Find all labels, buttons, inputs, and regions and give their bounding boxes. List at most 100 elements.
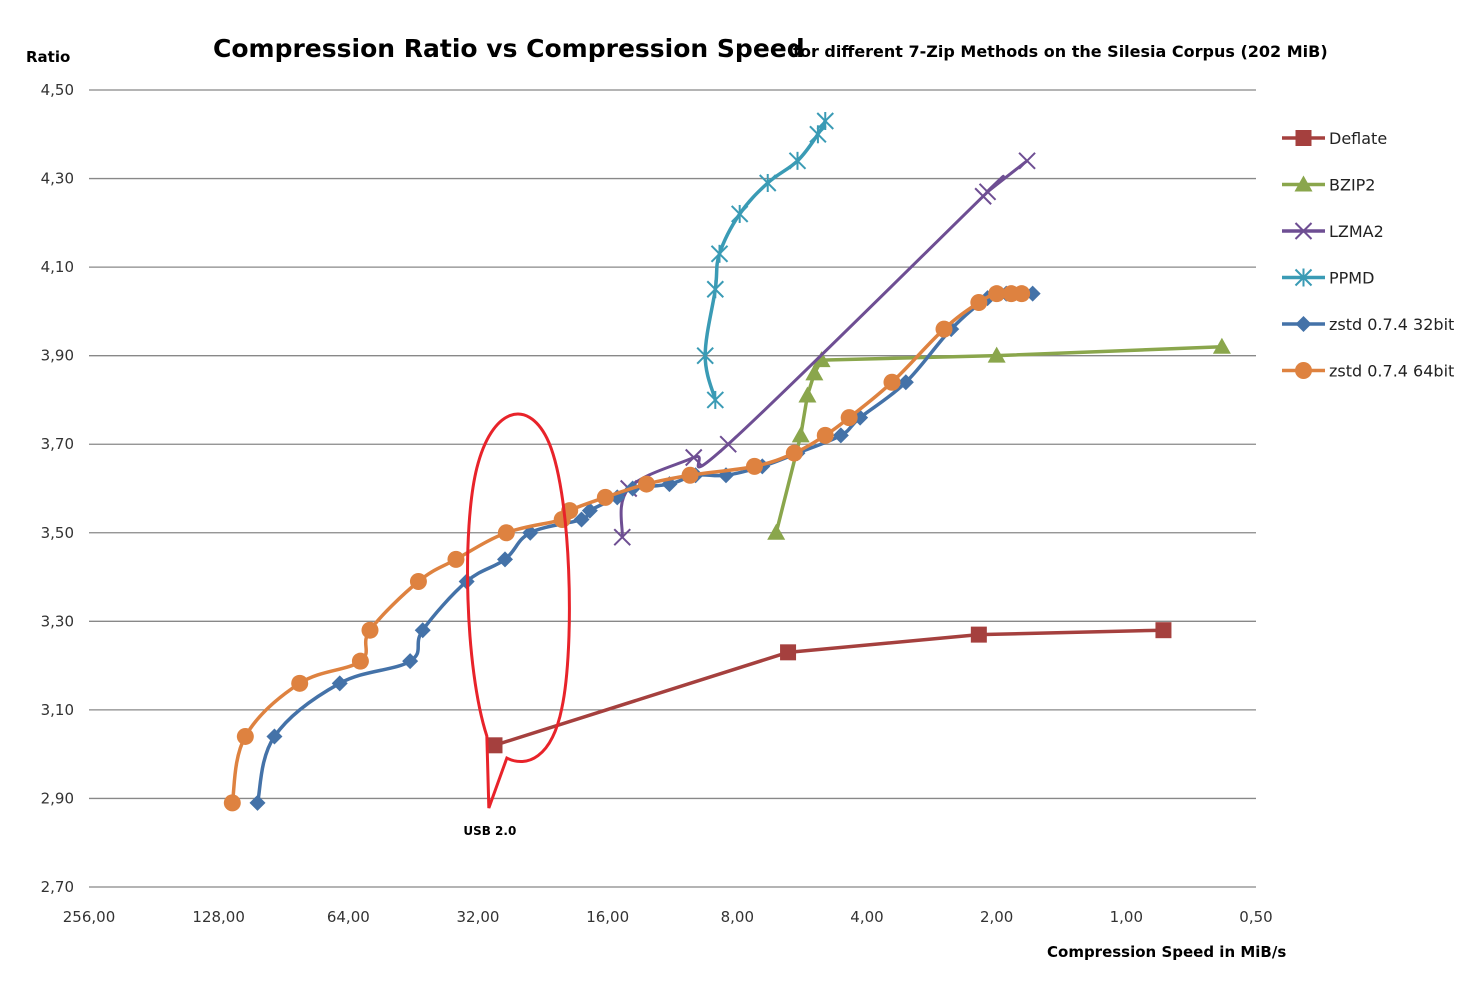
y-tick-label: 3,10 [41, 701, 74, 719]
data-point [581, 502, 598, 519]
y-tick-label: 3,50 [41, 524, 74, 542]
data-point [638, 475, 656, 493]
gridlines [89, 89, 1256, 888]
legend-label: Deflate [1329, 129, 1387, 148]
series-layer [223, 111, 1231, 812]
data-point [1018, 152, 1036, 170]
data-point [706, 280, 725, 299]
data-point [987, 346, 1006, 363]
series-zstd-0-7-4-32bit [249, 285, 1041, 811]
x-tick-label: 4,00 [850, 908, 883, 926]
data-point [409, 572, 427, 590]
series-bzip2 [767, 337, 1231, 540]
data-point [236, 727, 254, 745]
x-axis-label: Compression Speed in MiB/s [1047, 943, 1286, 961]
data-point [1212, 337, 1231, 354]
legend-marker [1294, 222, 1313, 240]
data-point [897, 374, 914, 391]
data-point [791, 426, 810, 443]
data-point [719, 435, 737, 453]
data-point [935, 320, 953, 338]
legend-marker [1294, 175, 1313, 192]
series-line [255, 291, 1033, 804]
y-tick-label: 4,50 [41, 81, 74, 99]
x-tick-label: 128,00 [192, 908, 245, 926]
data-point [496, 551, 513, 568]
data-point [780, 644, 797, 661]
data-point [681, 466, 699, 484]
series-ppmd [696, 111, 834, 409]
legend-label: BZIP2 [1329, 176, 1375, 195]
y-axis-ticks: 4,50 4,30 4,10 3,90 3,70 3,50 3,30 3,10 2,90 2,70 [41, 81, 74, 896]
y-tick-label: 2,90 [41, 789, 74, 807]
data-point [696, 346, 714, 365]
data-point [685, 448, 703, 467]
data-point [767, 523, 786, 540]
y-tick-label: 4,30 [41, 170, 74, 188]
data-point [402, 653, 419, 670]
legend-item: LZMA2 [1282, 222, 1384, 241]
x-tick-label: 64,00 [327, 908, 370, 926]
legend-item: zstd 0.7.4 64bit [1282, 362, 1454, 381]
data-point [759, 173, 777, 192]
legend-item: Deflate [1282, 129, 1387, 148]
series-line [493, 628, 1164, 747]
data-point [613, 528, 631, 546]
data-point [816, 426, 834, 444]
data-point [266, 728, 283, 745]
y-tick-label: 3,70 [41, 435, 74, 453]
data-point [486, 737, 503, 754]
data-point [816, 111, 834, 130]
data-point [573, 511, 590, 528]
data-point [730, 204, 749, 223]
data-point [832, 427, 849, 444]
data-point [414, 622, 431, 639]
data-point [788, 151, 807, 170]
legend-marker [1295, 362, 1312, 379]
series-zstd-0-7-4-64bit [223, 285, 1031, 812]
usb-callout-shape [466, 412, 571, 809]
x-tick-label: 1,00 [1110, 908, 1143, 926]
data-point [706, 390, 725, 409]
legend-item: PPMD [1282, 268, 1374, 288]
data-point [988, 285, 1006, 303]
data-point [970, 294, 988, 312]
data-point [785, 444, 803, 462]
series-line [703, 120, 827, 401]
data-point [1155, 622, 1172, 639]
y-tick-label: 2,70 [41, 878, 74, 896]
x-axis-ticks: 256,00 128,00 64,00 32,00 16,00 8,00 4,00 2,00 1… [63, 908, 1273, 926]
series-lzma2 [613, 152, 1036, 546]
data-point [291, 674, 309, 692]
usb-annotation-label: USB 2.0 [463, 824, 516, 838]
y-axis-label: Ratio [26, 48, 70, 66]
x-tick-label: 8,00 [721, 908, 754, 926]
data-point [223, 794, 241, 812]
data-point [812, 351, 831, 368]
legend-marker [1294, 268, 1313, 287]
legend-item: BZIP2 [1282, 175, 1375, 195]
series-deflate [486, 622, 1172, 754]
legend-item: zstd 0.7.4 32bit [1282, 315, 1454, 334]
legend-label: zstd 0.7.4 64bit [1329, 362, 1454, 381]
data-point [331, 675, 348, 692]
data-point [978, 183, 997, 201]
legend-label: PPMD [1329, 269, 1374, 288]
x-tick-label: 256,00 [63, 908, 116, 926]
data-point [249, 794, 266, 811]
x-tick-label: 2,00 [980, 908, 1013, 926]
legend-marker [1295, 130, 1312, 146]
data-point [447, 550, 465, 568]
annotation-layer: USB 2.0 [463, 412, 571, 838]
legend-label: zstd 0.7.4 32bit [1329, 315, 1454, 334]
chart-subtitle: for different 7-Zip Methods on the Siles… [793, 42, 1328, 61]
x-tick-label: 16,00 [586, 908, 629, 926]
series-line [230, 291, 1022, 804]
data-point [970, 626, 987, 643]
x-tick-label: 0,50 [1239, 908, 1272, 926]
data-point [745, 457, 763, 475]
data-point [596, 488, 614, 506]
data-point [805, 364, 824, 381]
legend-label: LZMA2 [1329, 222, 1384, 241]
data-point [883, 373, 901, 391]
